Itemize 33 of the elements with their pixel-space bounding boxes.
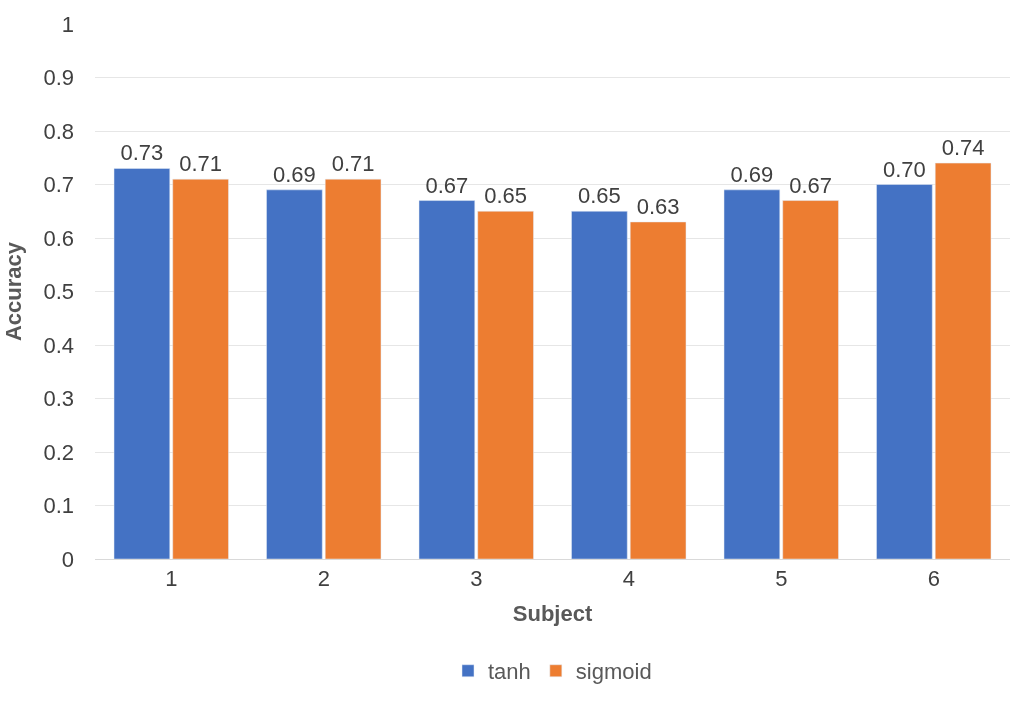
data-label: 0.74 [941,135,985,161]
y-tick-label: 0.5 [43,279,74,305]
y-tick-label: 1 [61,11,74,37]
data-label: 0.71 [331,151,375,177]
y-axis-title: Accuracy [1,241,27,342]
y-tick-label: 0 [61,546,74,572]
x-tick-label: 2 [317,566,330,592]
x-tick-label: 3 [470,566,483,592]
data-label: 0.67 [789,172,833,198]
data-label: 0.71 [179,151,223,177]
data-label: 0.65 [577,183,621,209]
data-label: 0.67 [425,172,469,198]
y-tick-label: 0.4 [43,332,74,358]
data-label: 0.73 [120,140,164,166]
data-label: 0.69 [730,161,774,187]
y-tick-label: 0.9 [43,65,74,91]
x-tick-label: 1 [165,566,178,592]
data-label: 0.69 [272,161,316,187]
data-label: 0.63 [636,193,680,219]
y-tick-label: 0.6 [43,225,74,251]
data-label: 0.65 [484,183,528,209]
legend-label: sigmoid [575,659,652,685]
x-axis-title: Subject [512,601,593,627]
y-tick-label: 0.7 [43,172,74,198]
x-tick-label: 4 [622,566,635,592]
y-tick-label: 0.1 [43,493,74,519]
x-tick-label: 6 [927,566,940,592]
y-tick-label: 0.2 [43,439,74,465]
x-tick-label: 5 [775,566,788,592]
data-label: 0.70 [882,156,926,182]
y-tick-label: 0.8 [43,118,74,144]
legend-label: tanh [488,659,531,685]
y-tick-label: 0.3 [43,386,74,412]
